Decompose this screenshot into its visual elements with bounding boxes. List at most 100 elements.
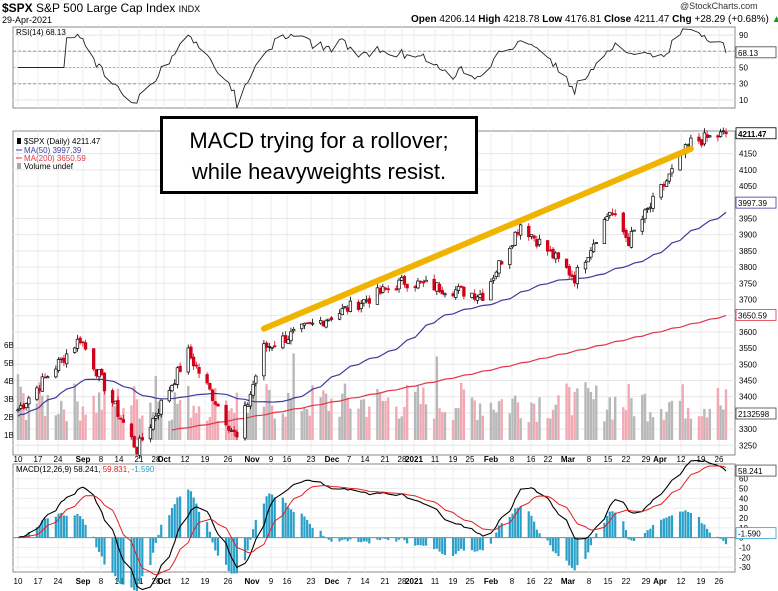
volume-bar [273, 418, 276, 440]
x-axis-label-top: 11 [431, 455, 440, 464]
volume-bar [511, 398, 514, 440]
volume-bar [400, 416, 403, 440]
macd-histogram-bar [565, 537, 568, 561]
macd-histogram-bar [303, 516, 306, 538]
volume-bar [141, 415, 144, 440]
x-axis-label-top: 19 [201, 455, 210, 464]
x-axis-label-top: 8 [99, 455, 104, 464]
macd-histogram-bar [300, 513, 303, 538]
macd-histogram-bar [605, 515, 609, 538]
candle-body [167, 390, 171, 402]
x-axis-label-bottom: 2021 [405, 577, 423, 586]
candle-body [432, 278, 436, 291]
candle-body [210, 389, 215, 401]
candle-body [19, 405, 23, 409]
macd-histogram-bar [441, 537, 444, 554]
macd-histogram-bar [65, 515, 68, 538]
volume-bar [189, 417, 193, 440]
macd-histogram-bar [343, 537, 347, 540]
x-axis-label-top: 26 [224, 455, 233, 464]
macd-histogram-bar [270, 494, 274, 538]
candle-body [602, 219, 607, 244]
volume-bar [530, 402, 533, 440]
candle-body [705, 134, 709, 139]
candle-body [216, 403, 220, 407]
price-tick-label: 3700 [739, 295, 757, 304]
macd-tick-label: 60 [739, 475, 748, 484]
rsi-line [18, 28, 727, 109]
x-axis-label-top: Apr [653, 455, 667, 464]
volume-bar [443, 412, 447, 440]
volume-bar [492, 409, 495, 440]
macd-histogram-bar [322, 535, 325, 538]
candle-body [346, 307, 350, 312]
candle-body [402, 276, 407, 285]
macd-histogram-bar [633, 537, 636, 541]
macd-histogram-bar [557, 537, 560, 557]
macd-histogram-bar [435, 537, 438, 549]
macd-histogram-bar [570, 537, 574, 568]
price-legend: $SPX (Daily) 4211.47 [24, 137, 101, 146]
macd-histogram-bar [416, 537, 420, 546]
macd-histogram-bar [511, 513, 514, 538]
candle-body [321, 320, 326, 327]
volume-bar [362, 399, 366, 440]
volume-bar [246, 412, 249, 440]
x-axis-label-bottom: 11 [431, 577, 440, 586]
volume-bar [300, 410, 303, 440]
x-axis-label-bottom: 8 [510, 577, 515, 586]
macd-histogram-bar [535, 529, 538, 538]
macd-histogram-bar [384, 537, 387, 539]
volume-bar [235, 392, 239, 440]
volume-bar [62, 409, 66, 440]
volume-bar [73, 383, 76, 440]
volume-bar [27, 407, 31, 440]
macd-histogram-bar [724, 537, 728, 545]
candle-body [329, 317, 334, 321]
macd-histogram-bar [460, 537, 463, 549]
ma50-line [17, 211, 727, 417]
candle-body [205, 374, 209, 384]
volume-bar [262, 406, 266, 440]
macd-histogram-bar [497, 525, 501, 538]
macd-histogram-bar [157, 534, 160, 538]
candle-body [613, 213, 617, 216]
candle-body [189, 346, 193, 359]
volume-bar [46, 394, 49, 440]
candle-body [586, 257, 590, 263]
candle-body [121, 419, 126, 423]
candle-body [54, 368, 58, 378]
candle-body [16, 409, 20, 412]
candle-body [364, 299, 369, 302]
candle-body [37, 388, 42, 391]
candle-body [459, 285, 463, 288]
macd-histogram-bar [368, 537, 371, 544]
x-axis-label-top: 22 [544, 455, 553, 464]
candle-body [273, 345, 277, 348]
candle-body [340, 308, 344, 316]
macd-histogram-bar [111, 537, 114, 573]
candle-body [170, 385, 174, 392]
candle-body [381, 286, 385, 293]
macd-histogram-bar [443, 537, 447, 556]
macd-histogram-bar [424, 537, 428, 546]
macd-histogram-bar [719, 537, 722, 539]
x-axis-label-top: 9 [269, 455, 274, 464]
macd-histogram-bar [230, 537, 233, 574]
volume-bar [35, 403, 39, 440]
volume-bar [519, 418, 522, 440]
x-axis-label-bottom: Oct [157, 577, 171, 586]
candle-body [46, 376, 50, 379]
volume-bar [265, 384, 268, 440]
volume-bar [387, 397, 390, 440]
volume-tick-label: 4B [4, 377, 14, 386]
volume-bar [630, 398, 633, 440]
volume-bar [359, 399, 363, 440]
volume-bar [322, 390, 325, 440]
candle-body [697, 136, 701, 142]
x-axis-label-bottom: 9 [269, 577, 274, 586]
macd-histogram-bar [349, 537, 352, 540]
volume-bar [216, 420, 220, 440]
candle-body [246, 404, 250, 407]
macd-histogram-bar [678, 511, 682, 538]
